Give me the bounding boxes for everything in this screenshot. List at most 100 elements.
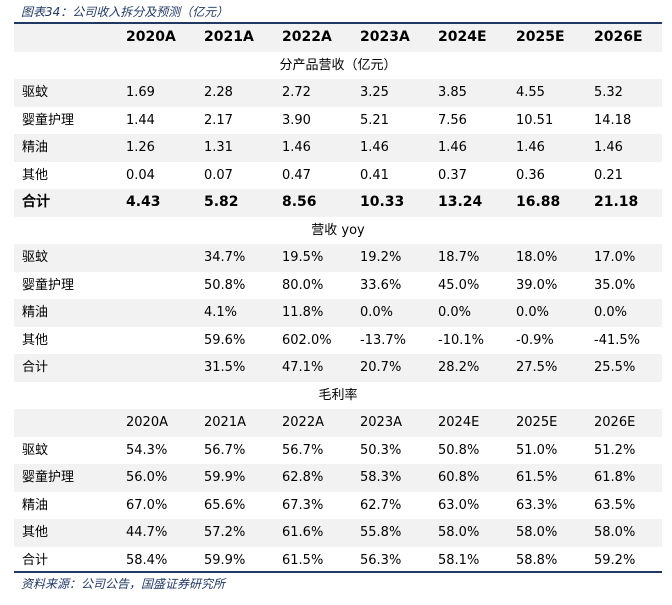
value-cell: 1.26 — [116, 134, 194, 162]
value-cell: 59.9% — [194, 464, 272, 492]
header-year-cell: 2021A — [194, 24, 272, 52]
row-label: 精油 — [14, 299, 116, 327]
value-cell: 3.85 — [428, 79, 506, 107]
value-cell: 19.2% — [350, 244, 428, 272]
section-title: 分产品营收（亿元） — [279, 57, 397, 73]
table-row: 驱蚊 34.7% 19.5% 19.2% 18.7% 18.0% 17.0% — [14, 244, 662, 272]
value-cell: 4.55 — [506, 79, 584, 107]
value-cell: 4.1% — [194, 299, 272, 327]
value-cell: -13.7% — [360, 332, 406, 348]
value-cell: 20.7% — [350, 354, 428, 382]
value-cell: 1.46 — [428, 134, 506, 162]
value-cell: 1.44 — [126, 112, 155, 128]
section-year-cell: 2021A — [194, 409, 272, 437]
value-cell: 63.0% — [438, 497, 480, 513]
value-cell: -10.1% — [438, 332, 484, 348]
value-cell: 59.9% — [204, 552, 246, 568]
value-cell — [116, 354, 194, 382]
value-cell: 31.5% — [194, 354, 272, 382]
table-row: 精油 4.1% 11.8% 0.0% 0.0% 0.0% 0.0% — [14, 299, 662, 327]
value-cell: 59.6% — [204, 332, 246, 348]
value-cell: 0.04 — [126, 167, 155, 183]
value-cell: 61.6% — [272, 519, 350, 547]
value-cell: 39.0% — [516, 277, 558, 293]
table-row: 婴童护理 56.0% 59.9% 62.8% 58.3% 60.8% 61.5% 61.8% — [14, 464, 662, 492]
value-cell: 50.3% — [360, 442, 402, 458]
table-row: 合计 58.4% 59.9% 61.5% 56.3% 58.1% 58.8% 59.2% — [14, 547, 662, 575]
row-label: 合计 — [22, 552, 49, 568]
figure-caption: 图表34：公司收入拆分及预测（亿元） — [21, 5, 229, 19]
value-cell: 2.17 — [204, 112, 233, 128]
value-cell: 4.43 — [116, 189, 194, 217]
value-cell: 54.3% — [126, 442, 168, 458]
table-row: 精油 67.0% 65.6% 67.3% 62.7% 63.0% 63.3% 63.5% — [14, 492, 662, 520]
table-row: 其他 44.7% 57.2% 61.6% 55.8% 58.0% 58.0% 58.0% — [14, 519, 662, 547]
source-note: 资料来源：公司公告，国盛证券研究所 — [21, 577, 226, 591]
value-cell: 58.0% — [506, 519, 584, 547]
value-cell: 44.7% — [116, 519, 194, 547]
value-cell: 0.37 — [438, 167, 467, 183]
header-year-cell: 2022A — [272, 24, 350, 52]
value-cell: 1.31 — [194, 134, 272, 162]
value-cell: 21.18 — [584, 189, 662, 217]
row-label: 精油 — [14, 134, 116, 162]
value-cell — [116, 272, 194, 300]
value-cell: -41.5% — [594, 332, 640, 348]
table-row: 婴童护理 1.44 2.17 3.90 5.21 7.56 10.51 14.18 — [14, 107, 662, 135]
header-year-cell: 2026E — [584, 24, 662, 52]
section-title: 毛利率 — [318, 387, 358, 403]
section-year-cell: 2020A — [116, 409, 194, 437]
value-cell: 0.07 — [204, 167, 233, 183]
value-cell: 3.25 — [350, 79, 428, 107]
bottom-rule — [14, 571, 662, 573]
value-cell: 61.8% — [584, 464, 662, 492]
section-year-cell: 2023A — [350, 409, 428, 437]
header-year-cell: 2024E — [428, 24, 506, 52]
value-cell: 16.88 — [506, 189, 584, 217]
value-cell: 17.0% — [584, 244, 662, 272]
value-cell: 56.7% — [282, 442, 324, 458]
value-cell: 2.72 — [272, 79, 350, 107]
value-cell: 33.6% — [360, 277, 402, 293]
value-cell: 1.46 — [506, 134, 584, 162]
section-year-cell: 2025E — [506, 409, 584, 437]
value-cell: 0.0% — [584, 299, 662, 327]
value-cell — [116, 327, 194, 355]
row-label: 驱蚊 — [14, 244, 116, 272]
header-year-cell: 2020A — [116, 24, 194, 52]
value-cell: 602.0% — [282, 332, 332, 348]
value-cell: 0.36 — [516, 167, 545, 183]
value-cell: 14.18 — [594, 112, 632, 128]
value-cell: 55.8% — [350, 519, 428, 547]
header-year-cell: 2023A — [350, 24, 428, 52]
value-cell: 58.0% — [428, 519, 506, 547]
value-cell: 1.46 — [350, 134, 428, 162]
row-label: 合计 — [14, 189, 116, 217]
value-cell: 60.8% — [428, 464, 506, 492]
section-year-cell: 2026E — [584, 409, 662, 437]
value-cell: 5.82 — [194, 189, 272, 217]
value-cell: 1.46 — [584, 134, 662, 162]
section-title: 营收 yoy — [311, 222, 365, 238]
section-title-row: 分产品营收（亿元） — [14, 52, 662, 80]
table-row: 合计 31.5% 47.1% 20.7% 28.2% 27.5% 25.5% — [14, 354, 662, 382]
value-cell: 51.0% — [516, 442, 558, 458]
value-cell: 28.2% — [428, 354, 506, 382]
row-label: 其他 — [22, 167, 49, 183]
value-cell: 63.5% — [594, 497, 636, 513]
value-cell: 25.5% — [584, 354, 662, 382]
value-cell: 56.3% — [360, 552, 402, 568]
value-cell: 0.21 — [594, 167, 623, 183]
value-cell: 50.8% — [438, 442, 480, 458]
header-year-cell: 2025E — [506, 24, 584, 52]
section-year-row: 2020A 2021A 2022A 2023A 2024E 2025E 2026E — [14, 409, 662, 437]
value-cell: 58.3% — [350, 464, 428, 492]
value-cell: 61.5% — [282, 552, 324, 568]
header-corner-cell — [14, 24, 116, 52]
value-cell: 59.2% — [594, 552, 636, 568]
value-cell: 11.8% — [272, 299, 350, 327]
value-cell: 62.8% — [272, 464, 350, 492]
value-cell: 58.0% — [584, 519, 662, 547]
top-rule — [14, 22, 662, 24]
table-body: 2020A 2021A 2022A 2023A 2024E 2025E 2026E 分产品营收… — [14, 24, 662, 574]
